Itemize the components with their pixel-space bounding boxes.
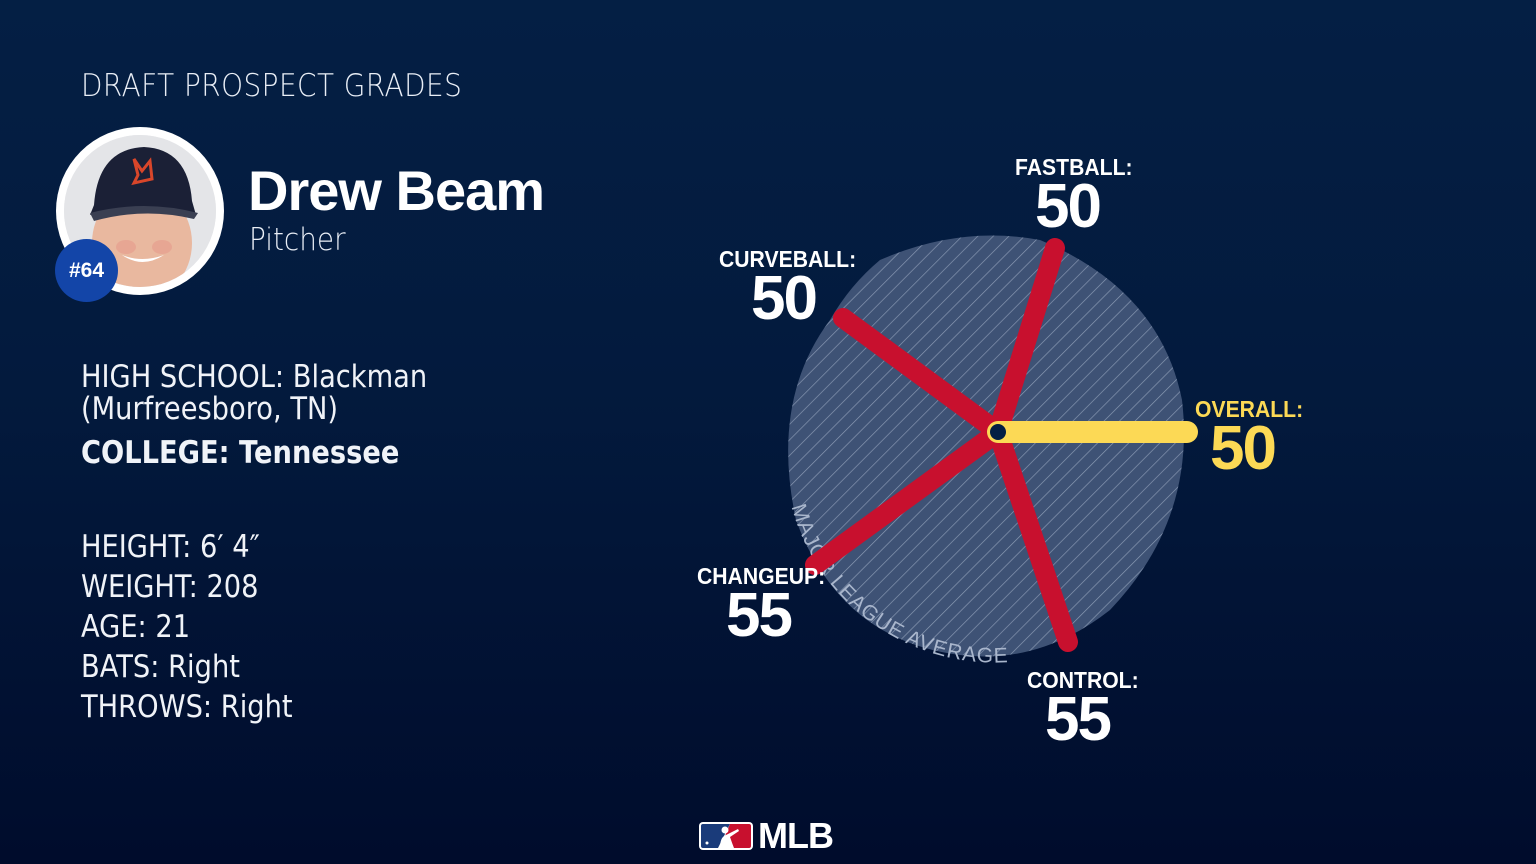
control-label: CONTROL: (1027, 667, 1139, 693)
avatar: #64 (55, 127, 224, 302)
spoke-control (988, 422, 1078, 652)
changeup-label: CHANGEUP: (697, 563, 826, 589)
college-label: COLLEGE: (81, 435, 230, 471)
college-line: COLLEGE: Tennessee (81, 437, 399, 469)
spoke-changeup (805, 422, 1008, 575)
mlb-batter-icon (699, 822, 753, 850)
high-school-value: Blackman (292, 359, 428, 395)
chart-center-dot (990, 424, 1006, 440)
curveball-value: 50 (751, 264, 818, 333)
fastball-value: 50 (1035, 172, 1102, 241)
high-school-line: HIGH SCHOOL: Blackman (81, 361, 427, 393)
control-value: 55 (1045, 685, 1112, 754)
fastball-label: FASTBALL: (1015, 154, 1133, 180)
jersey-number-badge: #64 (55, 239, 118, 302)
spoke-curveball (833, 308, 1008, 442)
stat-weight: WEIGHT: 208 (81, 569, 259, 605)
curveball-label: CURVEBALL: (719, 246, 857, 272)
stat-age: AGE: 21 (81, 609, 191, 645)
player-stats: HEIGHT: 6′ 4″ WEIGHT: 208 AGE: 21 BATS: … (81, 527, 321, 727)
player-name: Drew Beam (248, 159, 545, 222)
high-school-location: (Murfreesboro, TN) (81, 391, 339, 427)
stat-throws: THROWS: Right (81, 689, 293, 725)
header-title: DRAFT PROSPECT GRADES (81, 68, 463, 104)
high-school-label: HIGH SCHOOL: (81, 359, 285, 395)
spoke-fastball (988, 238, 1065, 442)
changeup-value: 55 (726, 581, 793, 650)
stat-height: HEIGHT: 6′ 4″ (81, 529, 260, 565)
college-value: Tennessee (239, 435, 400, 471)
overall-value: 50 (1210, 414, 1277, 483)
stat-bats: BATS: Right (81, 649, 240, 685)
player-position: Pitcher (249, 222, 346, 258)
mlb-wordmark: MLB (758, 815, 834, 856)
mlb-logo: MLB (698, 815, 834, 857)
overall-label: OVERALL: (1195, 396, 1304, 422)
